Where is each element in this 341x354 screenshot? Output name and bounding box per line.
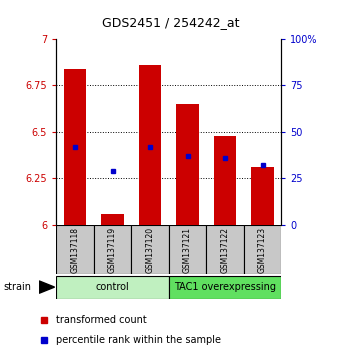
- Text: percentile rank within the sample: percentile rank within the sample: [56, 335, 221, 345]
- Bar: [244, 225, 281, 274]
- Text: GSM137120: GSM137120: [146, 227, 154, 273]
- Bar: [176, 104, 199, 225]
- Text: TAC1 overexpressing: TAC1 overexpressing: [174, 282, 276, 292]
- Bar: [131, 225, 169, 274]
- Bar: [101, 214, 124, 225]
- Text: transformed count: transformed count: [56, 315, 147, 325]
- Text: strain: strain: [3, 282, 31, 292]
- Text: GDS2451 / 254242_at: GDS2451 / 254242_at: [102, 16, 239, 29]
- Polygon shape: [39, 281, 55, 293]
- Text: control: control: [96, 282, 129, 292]
- Bar: [206, 225, 244, 274]
- Bar: [94, 225, 131, 274]
- Bar: [56, 225, 94, 274]
- Bar: [56, 275, 169, 299]
- Text: GSM137122: GSM137122: [221, 227, 229, 273]
- Text: GSM137121: GSM137121: [183, 227, 192, 273]
- Text: GSM137118: GSM137118: [71, 227, 79, 273]
- Bar: [64, 69, 86, 225]
- Bar: [251, 167, 274, 225]
- Bar: [139, 65, 161, 225]
- Bar: [169, 275, 281, 299]
- Bar: [169, 225, 206, 274]
- Bar: [214, 136, 236, 225]
- Text: GSM137123: GSM137123: [258, 227, 267, 273]
- Text: GSM137119: GSM137119: [108, 227, 117, 273]
